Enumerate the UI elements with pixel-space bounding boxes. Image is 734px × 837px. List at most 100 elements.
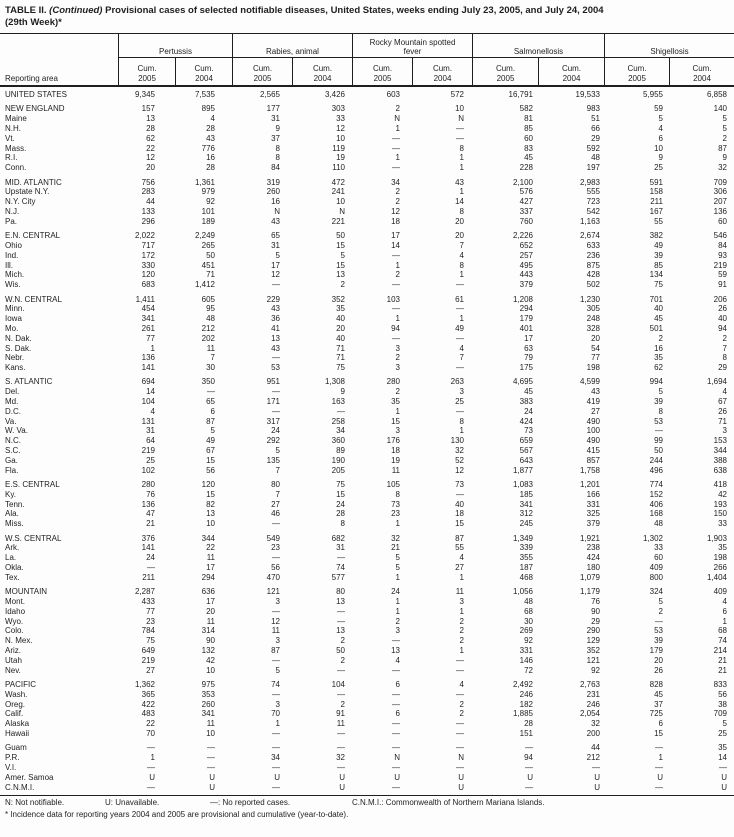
table-row: Pa. 296 189 43 221 18 20 760 1,163 55 60 [0,217,734,227]
cell-value: 2 [395,270,400,280]
cell-value: 3 [275,699,280,709]
table-title-prefix: TABLE II. [5,5,47,16]
cell-value: 8 [395,489,400,499]
cell-value: 6 [658,719,663,729]
cell-value: 659 [519,436,533,446]
cell-value: 325 [586,509,600,519]
cell-value: 2 [395,197,400,207]
cell-value: 32 [591,719,600,729]
cell-value: — [456,655,464,665]
row-area-label: Mass. [5,143,27,153]
cell-value: — [655,782,663,792]
cell-value: 205 [331,465,345,475]
cell-value: 207 [713,197,727,207]
cell-value: 236 [586,250,600,260]
cell-value: 94 [718,323,727,333]
cell-value: 2,054 [579,709,600,719]
table-row: Hawaii 70 10 — — — — 151 200 15 25 [0,729,734,739]
cell-value: 13 [391,645,400,655]
row-area-label: Ga. [5,455,18,465]
cell-value: 257 [519,250,533,260]
cell-value: 1 [658,753,663,763]
table-row: La. 24 11 — — 5 4 355 424 60 198 [0,553,734,563]
table-row: Kans. 141 30 53 75 3 — 175 198 62 29 [0,363,734,373]
table-row: Fla. 102 56 7 205 11 12 1,877 1,758 496 638 [0,466,734,476]
cell-value: 1,362 [134,679,155,689]
cell-value: 4 [658,123,663,133]
cell-value: 1,230 [579,294,600,304]
cell-value: 451 [201,260,215,270]
cell-value: 472 [331,177,345,187]
cell-value: 344 [713,446,727,456]
cell-value: U [721,772,727,782]
cell-value: — [272,519,280,529]
cell-value: 582 [519,104,533,114]
cell-value: 2 [340,699,345,709]
cell-value: 202 [201,333,215,343]
cell-value: 25 [654,163,663,173]
cell-value: 48 [206,314,215,324]
cell-value: 141 [141,363,155,373]
cell-value: 212 [201,323,215,333]
row-area-label: Hawaii [5,728,30,738]
table-row: Utah 219 42 — 2 4 — 146 121 20 21 [0,656,734,666]
cell-value: 27 [591,406,600,416]
row-area-label: C.N.M.I. [5,782,35,792]
table-row: N.C. 64 49 292 360 176 130 659 490 99 153 [0,436,734,446]
table-row: Okla. — 17 56 74 5 27 187 180 409 266 [0,563,734,573]
table-title-rest: Provisional cases of selected notifiable… [105,5,604,16]
cell-value: 214 [713,645,727,655]
cell-value: 43 [271,216,280,226]
cell-value: 1 [459,572,464,582]
cell-value: — [392,728,400,738]
cell-value: 638 [713,465,727,475]
table-row: S. ATLANTIC 694 350 951 1,308 280 263 4,695 4,59… [0,377,734,387]
cell-value: 110 [332,163,345,173]
row-area-label: Ark. [5,543,20,553]
cell-value: 24 [336,499,345,509]
row-area-label: N. Dak. [5,333,32,343]
table-row: Alaska 22 11 1 11— —28 32 6 5 [0,719,734,729]
cell-value: 12 [271,616,280,626]
row-area-label: N. Mex. [5,636,33,646]
cell-value: 20 [206,606,215,616]
cell-value: — [272,762,280,772]
cell-value: 7 [459,353,464,363]
cell-value: 52 [455,455,464,465]
row-area-label: Iowa [5,314,22,324]
cell-value: 468 [519,572,533,582]
cell-value: 3 [459,597,464,606]
row-area-label: Nebr. [5,353,25,363]
cell-value: — [392,143,400,153]
cell-value: 1 [395,597,400,606]
cell-value: 6 [210,406,215,416]
cell-value: 25 [146,455,155,465]
cell-value: 59 [654,104,663,114]
row-area-label: N.Y. City [5,197,36,207]
cell-value: 13 [336,270,345,280]
cell-value: 10 [206,519,215,529]
cell-value: 567 [519,446,533,456]
cell-value: 542 [586,206,600,216]
cell-value: 65 [271,231,280,241]
cell-value: 1 [395,519,400,529]
table-row: UNITED STATES 9,345 7,535 2,565 3,426 603 572 1… [0,90,734,100]
cell-value: 121 [266,587,280,597]
cell-value: 157 [141,104,155,114]
cell-value: 36 [271,314,280,324]
table-row: N.H. 28 28 9 12 1 — 85 66 4 5 [0,124,734,134]
table-row: Calif. 483 341 70 91 6 2 1,885 2,054 725 709 [0,709,734,719]
row-area-label: N.C. [5,436,21,446]
cell-value: 1,877 [512,465,533,475]
cell-value: 2,492 [512,679,533,689]
cell-value: 2,763 [579,679,600,689]
cell-value: — [525,782,533,792]
cell-value: 895 [201,104,215,114]
cell-value: 5 [658,114,663,124]
cell-value: 5 [658,387,663,397]
cell-value: 1 [395,153,400,163]
cell-value: N [458,114,464,124]
cell-value: 89 [336,446,345,456]
cell-value: 314 [201,626,215,636]
cell-value: 317 [266,416,280,426]
